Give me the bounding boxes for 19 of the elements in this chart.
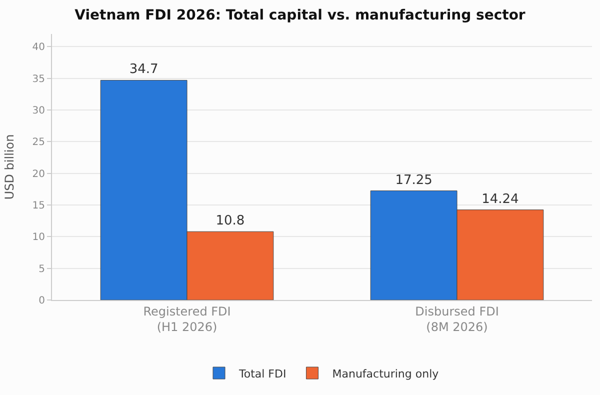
data-label: 34.7	[129, 62, 158, 78]
y-axis-title: USD billion	[2, 134, 17, 200]
legend-label: Manufacturing only	[332, 367, 440, 380]
data-label: 17.25	[395, 172, 432, 188]
y-tick-label: 0	[38, 296, 45, 306]
y-tick-label: 25	[32, 137, 45, 148]
x-tick-label: Registered FDI (H1 2026)	[143, 304, 231, 334]
chart-title: Vietnam FDI 2026: Total capital vs. manufacturing sector	[74, 8, 526, 24]
data-label: 10.8	[216, 214, 245, 229]
y-tick-label: 30	[32, 106, 45, 116]
y-tick-label: 15	[32, 200, 45, 212]
y-tick-label: 40	[32, 42, 45, 54]
x-tick-label: Disbursed FDI (8M 2026)	[415, 304, 499, 334]
y-tick-label: 10	[32, 232, 45, 244]
y-tick-label: 5	[38, 264, 45, 275]
data-label: 14.24	[482, 192, 519, 207]
y-tick-label: 20	[32, 168, 45, 180]
y-tick-label: 35	[32, 74, 45, 85]
legend-label: Total FDI	[238, 367, 286, 380]
